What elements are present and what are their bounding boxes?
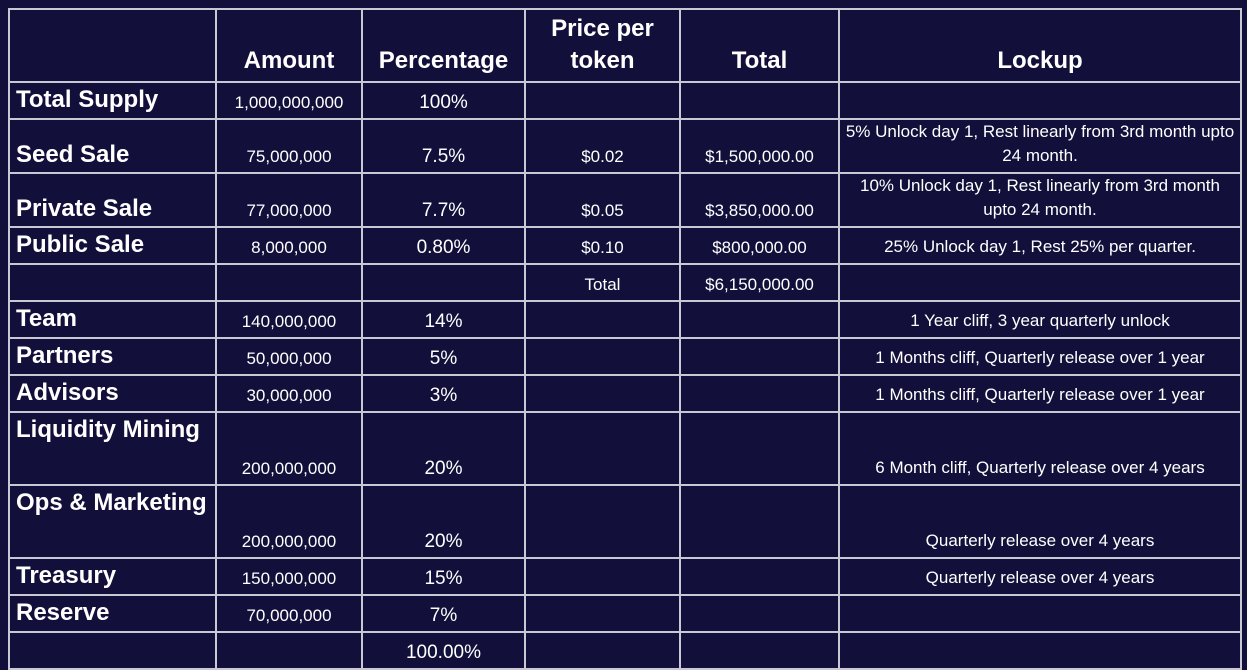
lockup-cell bbox=[838, 594, 1242, 633]
percentage-cell: 100% bbox=[361, 81, 526, 120]
price-cell: Total bbox=[524, 263, 681, 302]
amount-cell: 50,000,000 bbox=[215, 337, 363, 376]
total-cell bbox=[679, 411, 840, 486]
amount-cell: 8,000,000 bbox=[215, 226, 363, 265]
price-cell: $0.02 bbox=[524, 118, 681, 174]
total-cell: $3,850,000.00 bbox=[679, 172, 840, 228]
lockup-cell: 25% Unlock day 1, Rest 25% per quarter. bbox=[838, 226, 1242, 265]
table-row: Reserve 70,000,000 7% bbox=[8, 594, 1242, 633]
lockup-cell: 1 Months cliff, Quarterly release over 1… bbox=[838, 374, 1242, 413]
row-label: Partners bbox=[8, 337, 217, 376]
row-label: Treasury bbox=[8, 557, 217, 596]
lockup-cell: 1 Year cliff, 3 year quarterly unlock bbox=[838, 300, 1242, 339]
price-cell bbox=[524, 374, 681, 413]
table-row: Total Supply 1,000,000,000 100% bbox=[8, 81, 1242, 120]
total-cell bbox=[679, 300, 840, 339]
amount-cell bbox=[215, 631, 363, 670]
row-label: Team bbox=[8, 300, 217, 339]
header-amount: Amount bbox=[215, 8, 363, 83]
percentage-cell: 100.00% bbox=[361, 631, 526, 670]
row-label: Ops & Marketing bbox=[8, 484, 217, 559]
percentage-cell: 7.5% bbox=[361, 118, 526, 174]
row-label: Public Sale bbox=[8, 226, 217, 265]
percentage-cell bbox=[361, 263, 526, 302]
amount-cell: 1,000,000,000 bbox=[215, 81, 363, 120]
row-label: Total Supply bbox=[8, 81, 217, 120]
lockup-cell: 1 Months cliff, Quarterly release over 1… bbox=[838, 337, 1242, 376]
table-row: Team 140,000,000 14% 1 Year cliff, 3 yea… bbox=[8, 300, 1242, 339]
percentage-cell: 7% bbox=[361, 594, 526, 633]
row-label: Seed Sale bbox=[8, 118, 217, 174]
row-label bbox=[8, 631, 217, 670]
total-cell bbox=[679, 484, 840, 559]
price-cell bbox=[524, 557, 681, 596]
percentage-cell: 20% bbox=[361, 411, 526, 486]
table-row: Total $6,150,000.00 bbox=[8, 263, 1242, 302]
lockup-cell: 10% Unlock day 1, Rest linearly from 3rd… bbox=[838, 172, 1242, 228]
lockup-cell bbox=[838, 631, 1242, 670]
percentage-cell: 15% bbox=[361, 557, 526, 596]
total-cell: $800,000.00 bbox=[679, 226, 840, 265]
amount-cell: 77,000,000 bbox=[215, 172, 363, 228]
header-price-per-token: Price per token bbox=[524, 8, 681, 83]
lockup-cell bbox=[838, 263, 1242, 302]
lockup-cell: Quarterly release over 4 years bbox=[838, 484, 1242, 559]
total-cell bbox=[679, 557, 840, 596]
row-label: Advisors bbox=[8, 374, 217, 413]
row-label: Liquidity Mining bbox=[8, 411, 217, 486]
percentage-cell: 5% bbox=[361, 337, 526, 376]
table-row: Public Sale 8,000,000 0.80% $0.10 $800,0… bbox=[8, 226, 1242, 265]
price-cell bbox=[524, 300, 681, 339]
percentage-cell: 0.80% bbox=[361, 226, 526, 265]
amount-cell: 150,000,000 bbox=[215, 557, 363, 596]
table-row: Advisors 30,000,000 3% 1 Months cliff, Q… bbox=[8, 374, 1242, 413]
total-cell: $6,150,000.00 bbox=[679, 263, 840, 302]
total-cell: $1,500,000.00 bbox=[679, 118, 840, 174]
token-allocation-table: Amount Percentage Price per token Total … bbox=[8, 8, 1242, 670]
price-cell bbox=[524, 337, 681, 376]
percentage-cell: 3% bbox=[361, 374, 526, 413]
lockup-cell: 6 Month cliff, Quarterly release over 4 … bbox=[838, 411, 1242, 486]
table-row: Seed Sale 75,000,000 7.5% $0.02 $1,500,0… bbox=[8, 118, 1242, 174]
total-cell bbox=[679, 337, 840, 376]
lockup-cell: 5% Unlock day 1, Rest linearly from 3rd … bbox=[838, 118, 1242, 174]
row-label: Private Sale bbox=[8, 172, 217, 228]
price-cell bbox=[524, 631, 681, 670]
percentage-cell: 20% bbox=[361, 484, 526, 559]
percentage-cell: 14% bbox=[361, 300, 526, 339]
table-row: Private Sale 77,000,000 7.7% $0.05 $3,85… bbox=[8, 172, 1242, 228]
total-cell bbox=[679, 631, 840, 670]
total-cell bbox=[679, 81, 840, 120]
price-cell: $0.10 bbox=[524, 226, 681, 265]
row-label bbox=[8, 263, 217, 302]
header-total: Total bbox=[679, 8, 840, 83]
amount-cell bbox=[215, 263, 363, 302]
price-cell bbox=[524, 81, 681, 120]
row-label: Reserve bbox=[8, 594, 217, 633]
amount-cell: 200,000,000 bbox=[215, 484, 363, 559]
price-cell bbox=[524, 484, 681, 559]
amount-cell: 140,000,000 bbox=[215, 300, 363, 339]
amount-cell: 70,000,000 bbox=[215, 594, 363, 633]
price-cell: $0.05 bbox=[524, 172, 681, 228]
price-cell bbox=[524, 411, 681, 486]
amount-cell: 30,000,000 bbox=[215, 374, 363, 413]
total-cell bbox=[679, 594, 840, 633]
header-percentage: Percentage bbox=[361, 8, 526, 83]
table-row: Partners 50,000,000 5% 1 Months cliff, Q… bbox=[8, 337, 1242, 376]
lockup-cell bbox=[838, 81, 1242, 120]
table-row: Treasury 150,000,000 15% Quarterly relea… bbox=[8, 557, 1242, 596]
table-row: 100.00% bbox=[8, 631, 1242, 670]
header-blank bbox=[8, 8, 217, 83]
percentage-cell: 7.7% bbox=[361, 172, 526, 228]
price-cell bbox=[524, 594, 681, 633]
header-lockup: Lockup bbox=[838, 8, 1242, 83]
total-cell bbox=[679, 374, 840, 413]
table-row: Liquidity Mining 200,000,000 20% 6 Month… bbox=[8, 411, 1242, 486]
header-row: Amount Percentage Price per token Total … bbox=[8, 8, 1242, 83]
lockup-cell: Quarterly release over 4 years bbox=[838, 557, 1242, 596]
amount-cell: 75,000,000 bbox=[215, 118, 363, 174]
amount-cell: 200,000,000 bbox=[215, 411, 363, 486]
table-row: Ops & Marketing 200,000,000 20% Quarterl… bbox=[8, 484, 1242, 559]
